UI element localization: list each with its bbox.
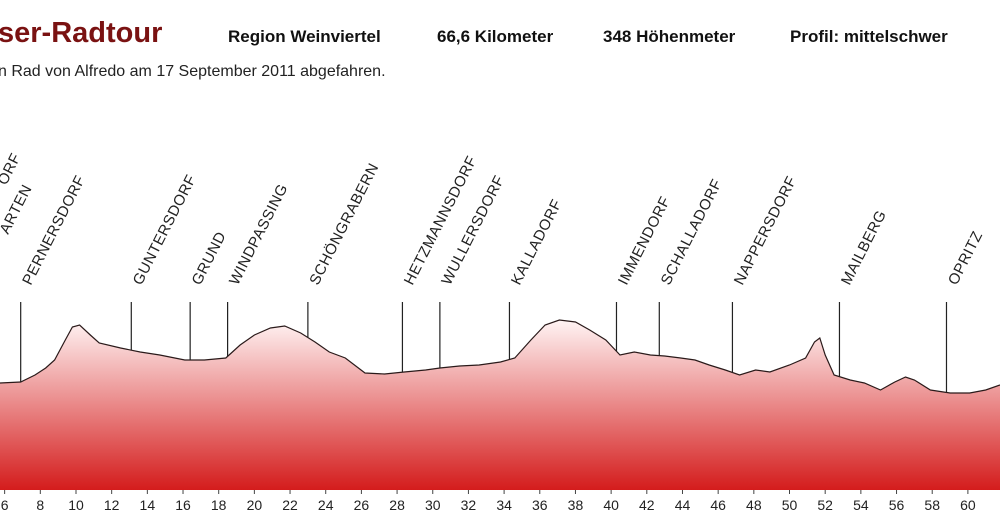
info-ascent: 348 Höhenmeter <box>603 27 736 46</box>
x-tick-label: 14 <box>140 497 156 513</box>
info-distance: 66,6 Kilometer <box>437 27 554 46</box>
x-tick-label: 24 <box>318 497 334 513</box>
chart-title: ser-Radtour <box>0 17 162 49</box>
town-label: GUNTERSDORF <box>130 172 200 288</box>
x-tick-label: 46 <box>710 497 726 513</box>
area <box>0 320 1000 490</box>
subtitle: n Rad von Alfredo am 17 September 2011 a… <box>0 63 386 80</box>
x-tick-label: 38 <box>568 497 584 513</box>
x-tick-label: 60 <box>960 497 976 513</box>
town-label: OPRITZ <box>945 228 986 287</box>
x-tick-label: 50 <box>782 497 798 513</box>
x-tick-label: 54 <box>853 497 869 513</box>
info-region: Region Weinviertel <box>228 27 381 46</box>
town-label: KALLADORF <box>508 197 566 288</box>
x-tick-label: 30 <box>425 497 441 513</box>
x-tick-label: 42 <box>639 497 655 513</box>
town-label: MAILBERG <box>838 207 890 287</box>
x-tick-label: 10 <box>68 497 84 513</box>
town-label: WINDPASSING <box>226 181 292 288</box>
x-tick-label: 34 <box>496 497 512 513</box>
town-label: GRUND <box>189 229 230 288</box>
x-tick-label: 48 <box>746 497 762 513</box>
town-label: SCHÖNGRABERN <box>305 160 382 288</box>
town-label-edge: ARTEN <box>0 182 36 237</box>
x-tick-label: 20 <box>247 497 263 513</box>
town-label: NAPPERSDORF <box>731 173 800 287</box>
x-tick-label: 58 <box>924 497 940 513</box>
x-tick-label: 6 <box>1 497 9 513</box>
x-tick-label: 32 <box>461 497 477 513</box>
x-tick-label: 28 <box>389 497 405 513</box>
x-tick-label: 44 <box>675 497 691 513</box>
x-tick-label: 22 <box>282 497 298 513</box>
x-tick-label: 12 <box>104 497 120 513</box>
x-tick-label: 18 <box>211 497 227 513</box>
town-label: SCHALLADORF <box>658 176 726 287</box>
x-tick-label: 40 <box>603 497 619 513</box>
x-tick-label: 52 <box>817 497 833 513</box>
x-tick-label: 56 <box>889 497 905 513</box>
x-tick-label: 8 <box>36 497 44 513</box>
info-profile: Profil: mittelschwer <box>790 27 948 46</box>
profile-line <box>0 319 1000 394</box>
x-tick-label: 16 <box>175 497 191 513</box>
x-tick-label: 36 <box>532 497 548 513</box>
x-tick-label: 26 <box>354 497 370 513</box>
